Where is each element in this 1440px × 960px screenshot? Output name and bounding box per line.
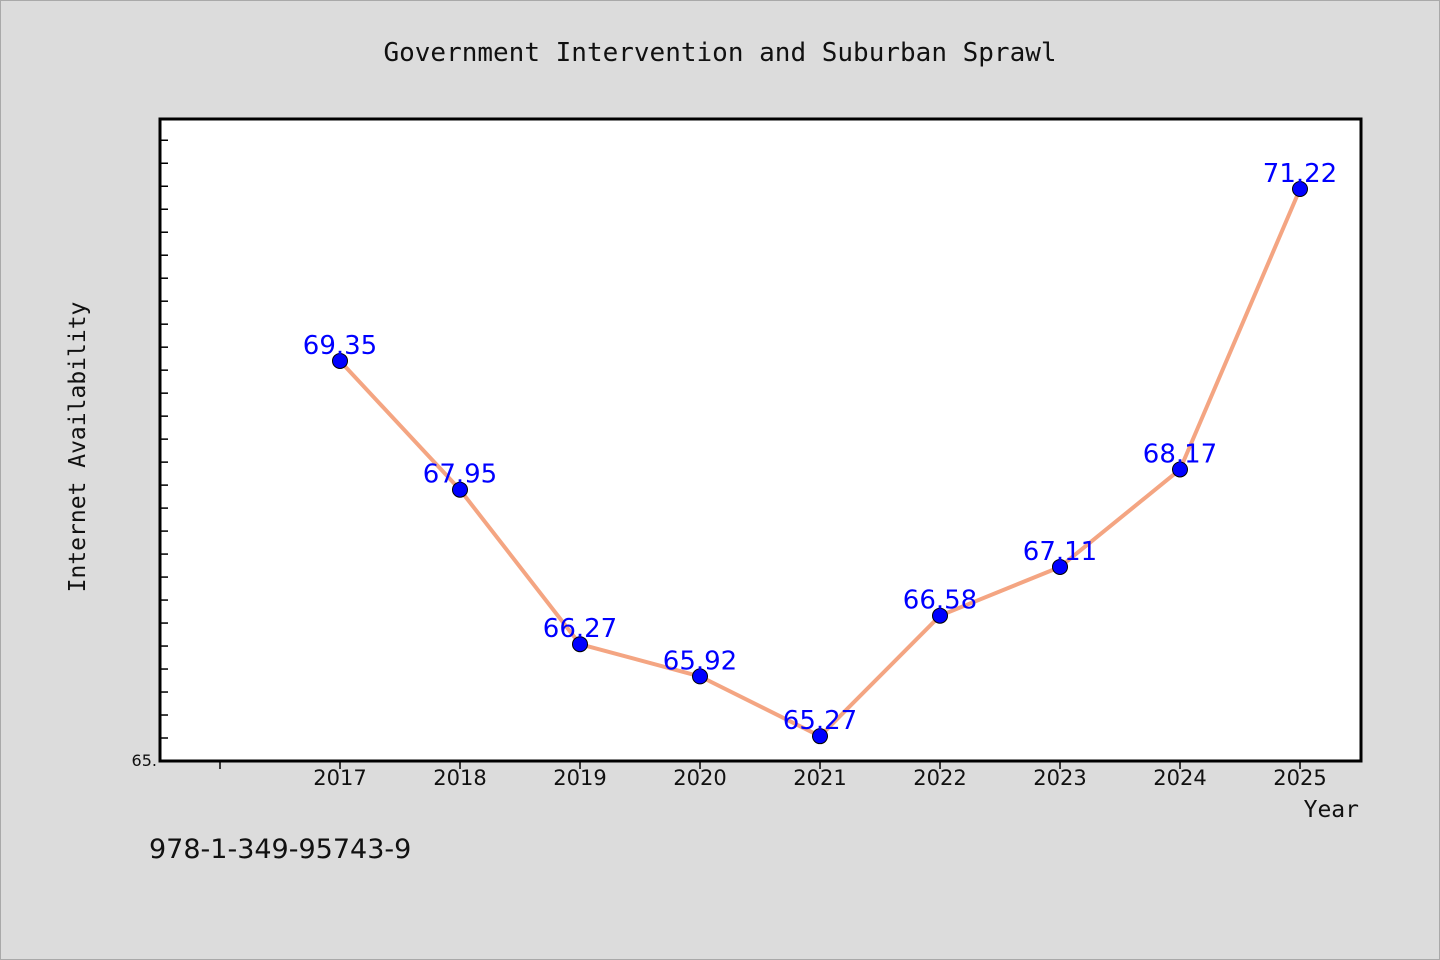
x-tick-label: 2020: [673, 766, 726, 790]
data-label: 69.35: [303, 331, 377, 361]
data-label: 65.92: [663, 646, 737, 676]
x-tick-label: 2019: [553, 766, 606, 790]
x-tick-label: 2021: [793, 766, 846, 790]
data-point: [932, 607, 948, 624]
x-tick-label: 2018: [433, 766, 486, 790]
data-point: [332, 352, 348, 369]
y-axis-ticks: [160, 139, 168, 762]
x-axis-tick-labels: 2017 2018 2019 2020 2021 2022 2023 2024 2025: [313, 766, 1326, 790]
data-label: 66.58: [903, 586, 977, 616]
y-tick-label: 65.: [132, 751, 157, 770]
data-label: 65.27: [783, 706, 857, 736]
data-label: 66.27: [543, 614, 617, 644]
data-point: [452, 481, 468, 498]
isbn-footer: 978-1-349-95743-9: [149, 834, 412, 865]
plot-area: [158, 117, 1363, 763]
data-point: [692, 668, 708, 685]
data-point: [572, 636, 588, 653]
data-label: 68.17: [1143, 439, 1217, 469]
x-tick-label: 2023: [1033, 766, 1086, 790]
chart-title: Government Intervention and Suburban Spr…: [383, 38, 1056, 68]
x-tick-label: 2024: [1153, 766, 1206, 790]
data-label: 67.95: [423, 460, 497, 490]
y-axis-label: Internet Availability: [65, 302, 91, 593]
data-label: 67.11: [1023, 537, 1097, 567]
x-tick-label: 2025: [1273, 766, 1326, 790]
data-labels: 69.35 67.95 66.27 65.92 65.27 66.58 67.11 68.17…: [303, 159, 1337, 736]
data-point: [1292, 181, 1308, 197]
x-axis-ticks: [219, 761, 1301, 769]
x-tick-label: 2022: [913, 766, 966, 790]
x-axis-label: Year: [1304, 797, 1359, 823]
data-point: [1052, 558, 1068, 575]
y-axis-tick-labels: 65.: [132, 751, 157, 770]
data-label: 71.22: [1263, 159, 1337, 189]
data-point: [1172, 461, 1188, 478]
x-tick-label: 2017: [313, 766, 366, 790]
series-markers: [332, 181, 1308, 745]
data-point: [812, 728, 828, 745]
